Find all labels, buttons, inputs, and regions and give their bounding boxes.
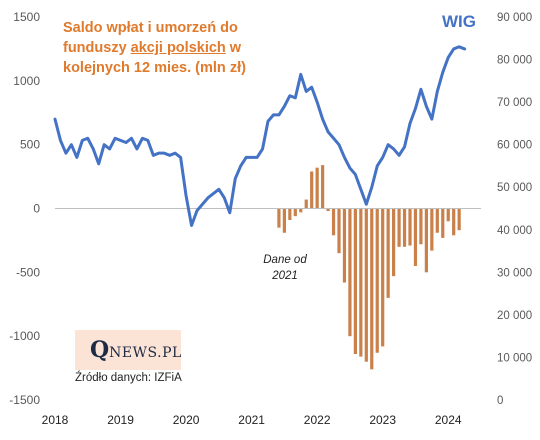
x-axis-tick-label: 2024 xyxy=(435,413,462,427)
flow-bar xyxy=(293,208,297,217)
x-axis-tick-label: 2022 xyxy=(304,413,331,427)
left-axis-tick-label: 1500 xyxy=(13,10,40,24)
chart-title-line-3: kolejnych 12 mies. (mln zł) xyxy=(63,60,246,76)
chart-title-line-1: Saldo wpłat i umorzeń do xyxy=(63,20,238,36)
data-note: Dane od 2021 xyxy=(240,252,330,284)
right-axis-tick-label: 30 000 xyxy=(497,267,532,279)
flow-bar xyxy=(402,208,407,247)
logo-wordmark: NEWS.PL xyxy=(109,345,182,361)
flow-bar xyxy=(392,208,396,277)
data-note-line: 2021 xyxy=(272,270,298,282)
wig-series-label: WIG xyxy=(442,12,476,31)
flow-bar xyxy=(441,208,445,238)
left-axis-ticks: -1500 -1000 -500 0 500 1000 1500 xyxy=(9,10,40,407)
qnews-logo: QNEWS.PL xyxy=(90,337,182,363)
chart-title-line-2: funduszy akcji polskich w xyxy=(63,40,241,56)
wig-line-series xyxy=(53,45,467,228)
left-axis-tick-label: -1000 xyxy=(9,329,40,343)
flow-bar xyxy=(375,208,379,353)
right-axis-tick-label: 0 xyxy=(497,395,503,407)
flow-bar xyxy=(315,167,319,209)
x-axis-tick-label: 2018 xyxy=(42,413,69,427)
chart-title-part: w xyxy=(225,40,242,56)
flow-bar xyxy=(381,208,385,347)
left-axis-tick-label: 1000 xyxy=(13,74,40,88)
x-axis-ticks: 2018 2019 2020 2021 2022 2023 2024 xyxy=(42,413,462,427)
flow-bar xyxy=(430,208,434,251)
right-axis-tick-label: 10 000 xyxy=(497,352,532,364)
x-axis-tick-label: 2020 xyxy=(173,413,200,427)
flow-bar xyxy=(337,208,341,254)
flow-bar xyxy=(457,208,461,231)
flow-bar xyxy=(419,208,423,245)
flow-bar xyxy=(386,208,390,298)
source-note: Źródło danych: IZFiA xyxy=(75,372,182,384)
bars-series xyxy=(277,165,461,370)
flow-bar xyxy=(353,208,357,355)
flow-bar xyxy=(359,208,363,357)
left-axis-tick-label: 0 xyxy=(33,202,40,216)
flow-bar xyxy=(331,208,336,236)
flow-bar xyxy=(348,208,352,337)
data-note-line: Dane od xyxy=(263,254,307,266)
right-axis-tick-label: 80 000 xyxy=(497,55,532,67)
flow-bar xyxy=(321,165,325,209)
right-axis-tick-label: 40 000 xyxy=(497,225,532,237)
flow-bar xyxy=(452,208,456,236)
flow-bar xyxy=(288,208,292,220)
flow-bar xyxy=(342,208,347,283)
flow-bar xyxy=(299,208,303,213)
flow-bar xyxy=(326,208,330,212)
flow-bar xyxy=(364,208,368,362)
left-axis-tick-label: -1500 xyxy=(9,393,40,407)
flow-bar xyxy=(277,208,281,228)
right-axis-tick-label: 70 000 xyxy=(497,97,532,109)
flow-bar xyxy=(435,208,439,233)
right-axis-tick-label: 60 000 xyxy=(497,140,532,152)
flow-bar xyxy=(304,199,308,209)
x-axis-tick-label: 2023 xyxy=(369,413,396,427)
right-axis-tick-label: 90 000 xyxy=(497,12,532,24)
logo-letter: Q xyxy=(90,337,110,363)
flow-bar xyxy=(397,208,401,247)
chart-title-highlight: akcji polskich xyxy=(130,40,226,56)
right-axis-tick-label: 50 000 xyxy=(497,182,532,194)
left-axis-tick-label: -500 xyxy=(16,265,40,279)
flow-bar xyxy=(446,208,450,222)
x-axis-tick-label: 2019 xyxy=(107,413,134,427)
flow-bar xyxy=(424,208,428,273)
flow-bar xyxy=(370,208,374,370)
left-axis-tick-label: 500 xyxy=(20,138,40,152)
flow-bar xyxy=(310,171,314,209)
flow-bar xyxy=(408,208,412,246)
right-axis-tick-label: 20 000 xyxy=(497,310,532,322)
flow-bar xyxy=(282,208,286,233)
chart-title-part: funduszy xyxy=(63,40,131,56)
right-axis-ticks: 0 10 000 20 000 30 000 40 000 50 000 60 000 70 … xyxy=(497,12,532,407)
logo-background xyxy=(75,330,181,370)
flow-bar xyxy=(413,208,418,266)
x-axis-tick-label: 2021 xyxy=(238,413,265,427)
